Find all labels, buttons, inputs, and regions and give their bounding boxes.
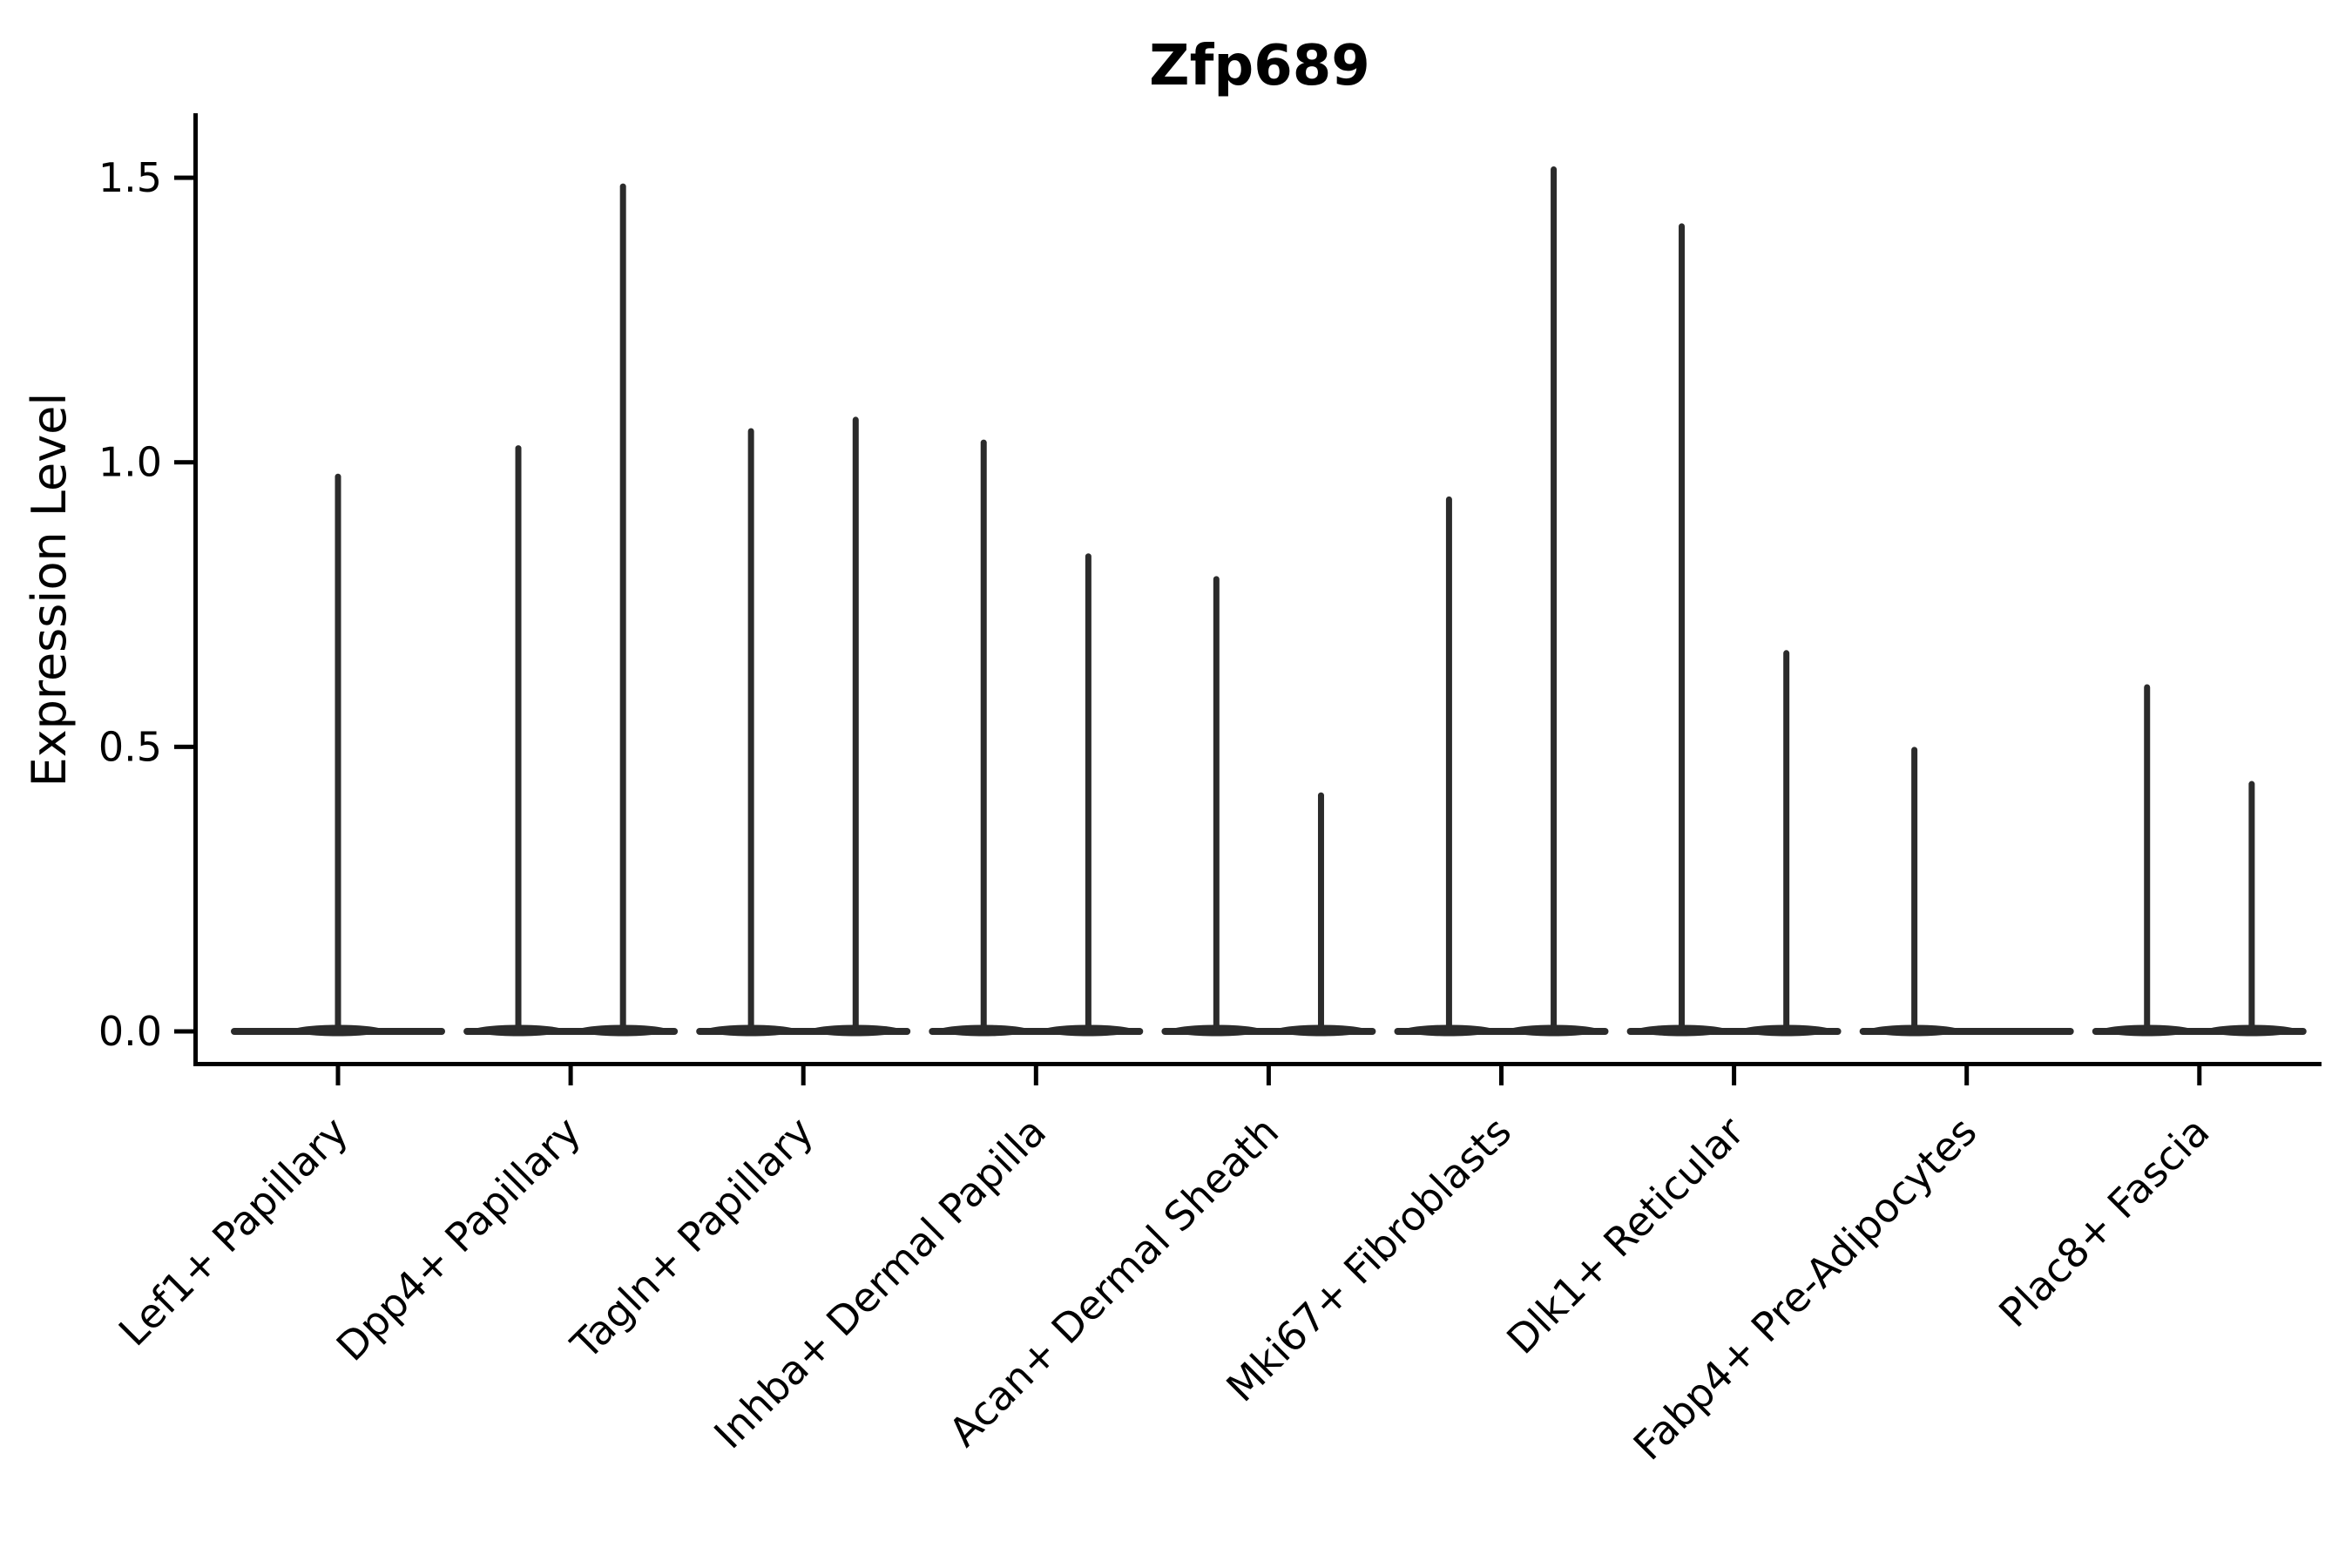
x-tick-label: Plac8+ Fascia (1990, 1108, 2218, 1336)
y-tick-label: 1.0 (98, 439, 162, 486)
x-tick-mark (2197, 1066, 2202, 1085)
x-tick-label: Tagln+ Papillary (561, 1108, 822, 1369)
y-axis-spine (193, 113, 198, 1066)
violin-max-spike (1679, 223, 1686, 1034)
violin-max-spike (852, 416, 859, 1033)
violin-max-spike (1551, 166, 1558, 1033)
x-tick-mark (1732, 1066, 1737, 1085)
x-tick-mark (801, 1066, 806, 1085)
y-axis-ticks: 0.0 0.5 1.0 1.5 (98, 154, 193, 1055)
x-tick-mark (1266, 1066, 1271, 1085)
violin-max-spike (335, 473, 341, 1033)
y-tick-mark (174, 744, 193, 749)
x-tick-mark (1499, 1066, 1504, 1085)
y-tick-mark (174, 1029, 193, 1034)
y-tick-label: 0.5 (98, 723, 162, 770)
violin-max-spike (1445, 496, 1452, 1033)
y-tick-label: 0.0 (98, 1008, 162, 1055)
y-tick-label: 1.5 (98, 154, 162, 201)
x-axis-spine (193, 1062, 2322, 1066)
violin-max-spike (1085, 553, 1092, 1033)
violin-max-spike (515, 445, 522, 1033)
x-tick-mark (1964, 1066, 1970, 1085)
plot-title: Zfp689 (1149, 34, 1370, 98)
violin-max-spike (2144, 684, 2151, 1033)
axes (193, 113, 2322, 1066)
violin-max-spike (1317, 792, 1324, 1033)
violin-max-spike (747, 428, 754, 1033)
x-tick-mark (335, 1066, 341, 1085)
x-tick-mark (568, 1066, 573, 1085)
x-tick-mark (1033, 1066, 1038, 1085)
violin-max-spike (1213, 576, 1220, 1033)
violin-max-spike (1783, 650, 1790, 1033)
violin-series (231, 166, 2307, 1037)
violin-max-spike (619, 183, 626, 1033)
violin-max-spike (1911, 747, 1918, 1033)
x-tick-label: Dlk1+ Reticular (1497, 1108, 1753, 1363)
y-tick-mark (174, 175, 193, 180)
y-tick-mark (174, 460, 193, 465)
y-axis-label: Expression Level (22, 393, 77, 787)
violin-max-spike (980, 439, 987, 1033)
x-tick-label: Lef1+ Papillary (110, 1108, 357, 1355)
violin-max-spike (2248, 781, 2255, 1033)
x-tick-label: Dpp4+ Papillary (328, 1108, 590, 1370)
